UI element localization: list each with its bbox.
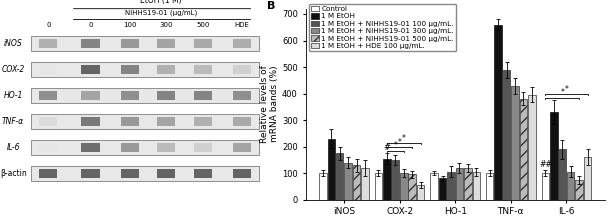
Bar	[39, 117, 57, 126]
Bar	[558, 149, 566, 200]
Bar	[39, 143, 57, 152]
Bar	[120, 169, 139, 178]
Bar	[81, 91, 100, 100]
Bar	[400, 173, 408, 200]
Bar	[447, 172, 455, 200]
Text: 100: 100	[123, 22, 136, 28]
Bar	[31, 166, 259, 181]
Bar	[194, 169, 212, 178]
Text: EtOH (1 M): EtOH (1 M)	[140, 0, 181, 5]
Bar	[528, 95, 536, 200]
Bar	[550, 112, 557, 200]
Bar	[472, 172, 480, 200]
Bar	[576, 180, 583, 200]
Bar	[31, 36, 259, 51]
Text: HO-1: HO-1	[4, 91, 23, 100]
Bar	[439, 178, 446, 200]
Text: 300: 300	[159, 22, 173, 28]
Bar	[120, 143, 139, 152]
Text: *: *	[398, 138, 401, 147]
Bar	[194, 91, 212, 100]
Bar	[157, 39, 175, 48]
Text: *: *	[393, 141, 397, 150]
Bar	[392, 160, 399, 200]
Bar	[494, 25, 502, 200]
Bar	[327, 139, 335, 200]
Bar	[319, 173, 327, 200]
Text: COX-2: COX-2	[1, 65, 25, 74]
Y-axis label: Relative levels of
mRNA bands (%): Relative levels of mRNA bands (%)	[260, 65, 279, 143]
Bar	[120, 39, 139, 48]
Bar	[503, 70, 510, 200]
Bar	[120, 117, 139, 126]
Text: *: *	[565, 85, 568, 94]
Bar	[584, 157, 591, 200]
Bar	[157, 65, 175, 74]
Bar	[81, 39, 100, 48]
Text: #: #	[384, 143, 390, 152]
Text: iNOS: iNOS	[4, 39, 23, 48]
Bar	[511, 85, 519, 200]
Text: B: B	[266, 1, 275, 11]
Bar	[456, 168, 463, 200]
Bar	[233, 65, 251, 74]
Text: *: *	[402, 134, 406, 143]
Bar	[233, 169, 251, 178]
Bar	[567, 172, 574, 200]
Bar	[194, 65, 212, 74]
Bar	[39, 91, 57, 100]
Bar	[31, 62, 259, 77]
Bar	[157, 91, 175, 100]
Bar	[383, 159, 390, 200]
Bar	[233, 143, 251, 152]
Bar	[464, 168, 472, 200]
Bar	[345, 163, 352, 200]
Bar	[39, 169, 57, 178]
Bar	[353, 165, 360, 200]
Text: β-actin: β-actin	[0, 169, 26, 178]
Bar	[417, 185, 425, 200]
Bar	[31, 114, 259, 129]
Bar	[157, 143, 175, 152]
Bar	[120, 65, 139, 74]
Bar	[520, 99, 527, 200]
Text: 0: 0	[88, 22, 93, 28]
Text: TNF-α: TNF-α	[2, 117, 24, 126]
Bar	[361, 168, 369, 200]
Bar	[233, 91, 251, 100]
Text: NIHHS19-01 (μg/mL): NIHHS19-01 (μg/mL)	[125, 10, 197, 16]
Bar	[194, 117, 212, 126]
Text: 500: 500	[196, 22, 210, 28]
Text: ##: ##	[539, 160, 552, 169]
Bar	[157, 117, 175, 126]
Bar	[81, 143, 100, 152]
Bar	[81, 169, 100, 178]
Text: *: *	[560, 88, 564, 97]
Bar	[39, 39, 57, 48]
Bar	[39, 65, 57, 74]
Bar	[194, 143, 212, 152]
Bar	[81, 117, 100, 126]
Text: IL-6: IL-6	[6, 143, 20, 152]
Bar	[194, 39, 212, 48]
Bar	[31, 88, 259, 103]
Bar	[233, 117, 251, 126]
Legend: Control, 1 M EtOH, 1 M EtOH + NIHHS19-01 100 μg/mL., 1 M EtOH + NIHHS19-01 300 μ: Control, 1 M EtOH, 1 M EtOH + NIHHS19-01…	[309, 4, 456, 51]
Bar	[430, 173, 438, 200]
Bar	[120, 91, 139, 100]
Bar	[541, 173, 549, 200]
Text: HDE: HDE	[235, 22, 250, 28]
Bar	[409, 174, 416, 200]
Text: 0: 0	[46, 22, 51, 28]
Bar	[336, 153, 343, 200]
Bar	[375, 173, 382, 200]
Bar	[81, 65, 100, 74]
Bar	[486, 173, 494, 200]
Bar	[233, 39, 251, 48]
Bar	[157, 169, 175, 178]
Bar	[31, 140, 259, 155]
